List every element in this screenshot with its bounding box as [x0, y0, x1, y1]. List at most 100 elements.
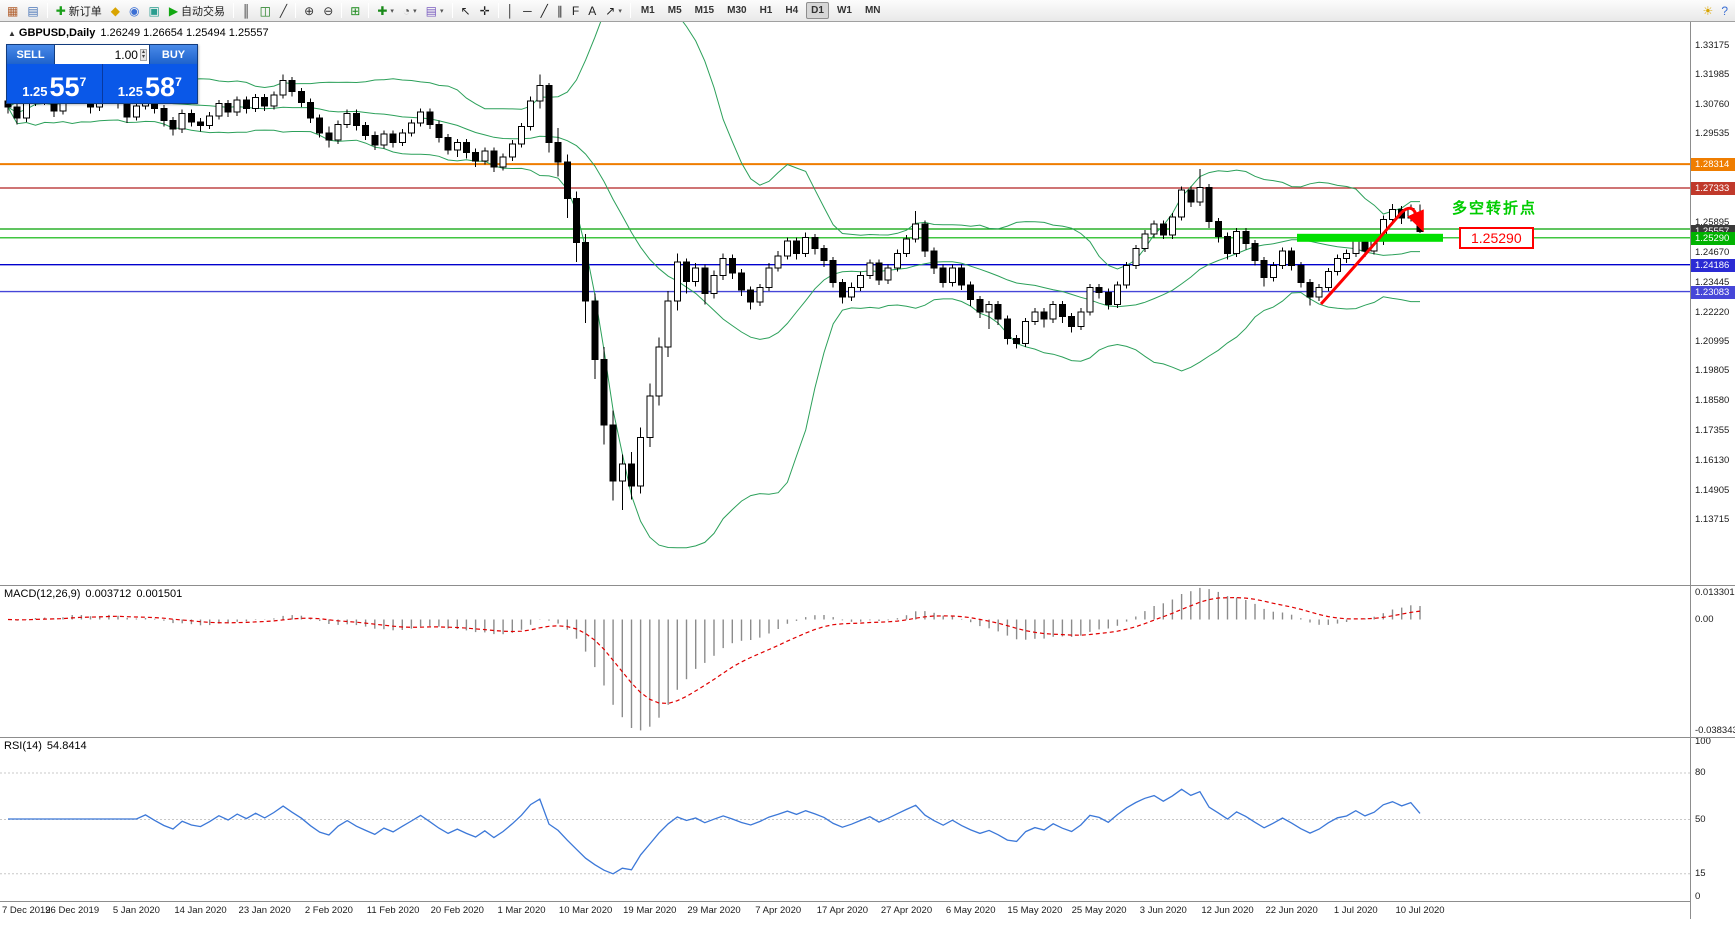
date-label: 12 Jun 2020: [1201, 905, 1254, 916]
navigator-button[interactable]: ◉: [125, 1, 143, 20]
crosshair-button[interactable]: ✛: [476, 1, 494, 20]
timeframe-m1-button[interactable]: M1: [636, 2, 660, 19]
help-button-icon: ?: [1721, 3, 1728, 18]
vertical-line-button-icon: │: [506, 3, 515, 18]
macd-signal-line[interactable]: [7, 596, 1421, 705]
zoom-in-button[interactable]: ⊕: [300, 1, 318, 20]
rsi-label-text: RSI(14): [4, 740, 42, 752]
candlestick-chart-button[interactable]: ◫: [256, 1, 275, 20]
price-tag: 1.25290: [1691, 231, 1735, 245]
toolbar-separator: [368, 3, 370, 18]
templates-button[interactable]: ▤ ▾: [422, 1, 448, 20]
timeframe-m15-button[interactable]: M15: [690, 2, 719, 19]
autotrading-button[interactable]: ▶ 自动交易: [165, 1, 229, 20]
line-chart-button[interactable]: ╱: [276, 1, 291, 20]
price-axis[interactable]: 1.33175 1.31985 1.30760 1.29535 1.25895 1.246…: [1690, 22, 1735, 919]
market-watch-button[interactable]: ◆: [107, 1, 124, 20]
main-price-chart[interactable]: [0, 22, 1690, 585]
new-order-button[interactable]: ✚ 新订单: [52, 1, 106, 20]
buy-button[interactable]: BUY: [149, 45, 197, 64]
spinner-down-icon[interactable]: ▾: [141, 53, 145, 60]
support-zone-bar[interactable]: [1297, 233, 1443, 242]
pane-divider[interactable]: [0, 737, 1735, 738]
timeframe-mn-button[interactable]: MN: [860, 2, 886, 19]
rsi-axis-label: 15: [1695, 867, 1706, 879]
terminal-button[interactable]: ▣: [144, 1, 163, 20]
navigator-button-icon: ◉: [128, 3, 140, 18]
toolbar-separator: [629, 3, 631, 18]
time-axis[interactable]: 7 Dec 2019 26 Dec 2019 5 Jan 2020 14 Jan 20…: [0, 901, 1690, 919]
new-order-button-icon: ✚: [55, 3, 66, 18]
new-order-button-label: 新订单: [68, 5, 102, 18]
periods-button-icon: ◔: [402, 3, 411, 18]
toolbar-separator: [46, 3, 48, 18]
channel-button[interactable]: ∥: [553, 1, 567, 20]
autotrading-button-icon: ▶: [168, 3, 179, 18]
volume-spinner[interactable]: ▴ ▾: [139, 48, 147, 61]
arrows-button[interactable]: ↗ ▾: [601, 1, 626, 20]
timeframe-h4-button[interactable]: H4: [780, 2, 803, 19]
macd-indicator-pane[interactable]: [0, 586, 1690, 737]
line-chart-button-icon: ╱: [279, 3, 288, 18]
price-axis-label: 1.24670: [1695, 246, 1730, 258]
timeframe-h1-button[interactable]: H1: [755, 2, 778, 19]
horizontal-line-button[interactable]: ─: [519, 1, 536, 20]
sell-button[interactable]: SELL: [7, 45, 55, 64]
price-callout-label[interactable]: 1.25290: [1459, 227, 1534, 249]
indicators-button[interactable]: ✚ ▾: [373, 1, 398, 20]
vertical-line-button[interactable]: │: [503, 1, 519, 20]
timeframe-m30-button[interactable]: M30: [722, 2, 751, 19]
price-axis-label: 1.19805: [1695, 365, 1730, 377]
date-label: 20 Feb 2020: [430, 905, 484, 916]
periods-button[interactable]: ◔ ▾: [399, 1, 421, 20]
bar-chart-button[interactable]: ║: [238, 1, 255, 20]
rsi-axis-label: 80: [1695, 767, 1706, 778]
date-label: 26 Dec 2019: [45, 905, 100, 916]
tile-windows-button-icon: ⊞: [350, 3, 361, 18]
dropdown-arrow-icon: ▾: [618, 7, 622, 15]
symbol-ohlc-label: ▲ GBPUSD,Daily 1.26249 1.26654 1.25494 1.2…: [8, 27, 269, 39]
new-chart-button-icon: ▦: [7, 3, 19, 18]
cursor-button[interactable]: ↖: [457, 1, 475, 20]
date-label: 23 Jan 2020: [238, 905, 291, 916]
timeframe-d1-button[interactable]: D1: [806, 2, 829, 19]
text-button[interactable]: A: [584, 1, 600, 20]
rsi-line[interactable]: [8, 788, 1421, 875]
macd-axis-label: 0.00: [1695, 613, 1714, 625]
macd-axis-label: -0.038343: [1695, 725, 1735, 736]
trendline-button-icon: ╱: [540, 3, 548, 18]
tile-windows-button[interactable]: ⊞: [346, 1, 364, 20]
help-button[interactable]: ?: [1717, 1, 1732, 20]
collapse-marker-icon[interactable]: ▲: [8, 29, 16, 38]
candlesticks[interactable]: [4, 74, 1424, 510]
fibonacci-button-icon: F: [571, 3, 580, 18]
main-toolbar: ▦ ▤ ✚ 新订单 ◆ ◉ ▣ ▶ 自动交易 ║ ◫ ╱ ⊕ ⊖ ⊞ ✚ ▾ ◔ ▾ ▤ ▾ ↖ ✛ │ ─ ╱ ∥ F A ↗ ▾ M1 M5…: [0, 0, 1735, 22]
buy-price-display[interactable]: 1.25 58 7: [101, 64, 198, 103]
spinner-up-icon[interactable]: ▴: [141, 48, 145, 55]
sell-price-display[interactable]: 1.25 55 7: [7, 64, 102, 103]
rsi-indicator-pane[interactable]: [0, 738, 1690, 901]
volume-input[interactable]: 1.00 ▴ ▾: [55, 45, 149, 64]
zoom-out-button[interactable]: ⊖: [319, 1, 337, 20]
profiles-button[interactable]: ▤: [23, 1, 42, 20]
trendline-button[interactable]: ╱: [537, 1, 552, 20]
macd-histogram[interactable]: [8, 587, 1421, 731]
candlestick-chart-button-icon: ◫: [259, 3, 271, 18]
new-chart-button[interactable]: ▦: [3, 1, 22, 20]
buy-price-prefix: 1.25: [117, 83, 144, 99]
macd-signal-value: 0.001501: [136, 588, 183, 600]
fibonacci-button[interactable]: F: [568, 1, 583, 20]
horizontal-level-lines[interactable]: [0, 163, 1690, 293]
pane-divider[interactable]: [0, 585, 1735, 586]
date-label: 19 Mar 2020: [623, 905, 677, 916]
dropdown-arrow-icon: ▾: [390, 7, 394, 15]
trend-arrow-drawing[interactable]: [1319, 206, 1424, 306]
date-label: 1 Mar 2020: [497, 905, 546, 916]
timeframe-w1-button[interactable]: W1: [832, 2, 857, 19]
timeframe-m5-button[interactable]: M5: [663, 2, 687, 19]
buy-price-point: 7: [175, 75, 182, 89]
date-label: 14 Jan 2020: [174, 905, 227, 916]
lightbulb-button[interactable]: ☀: [1699, 1, 1718, 20]
turning-point-annotation[interactable]: 多空转折点: [1452, 200, 1538, 217]
